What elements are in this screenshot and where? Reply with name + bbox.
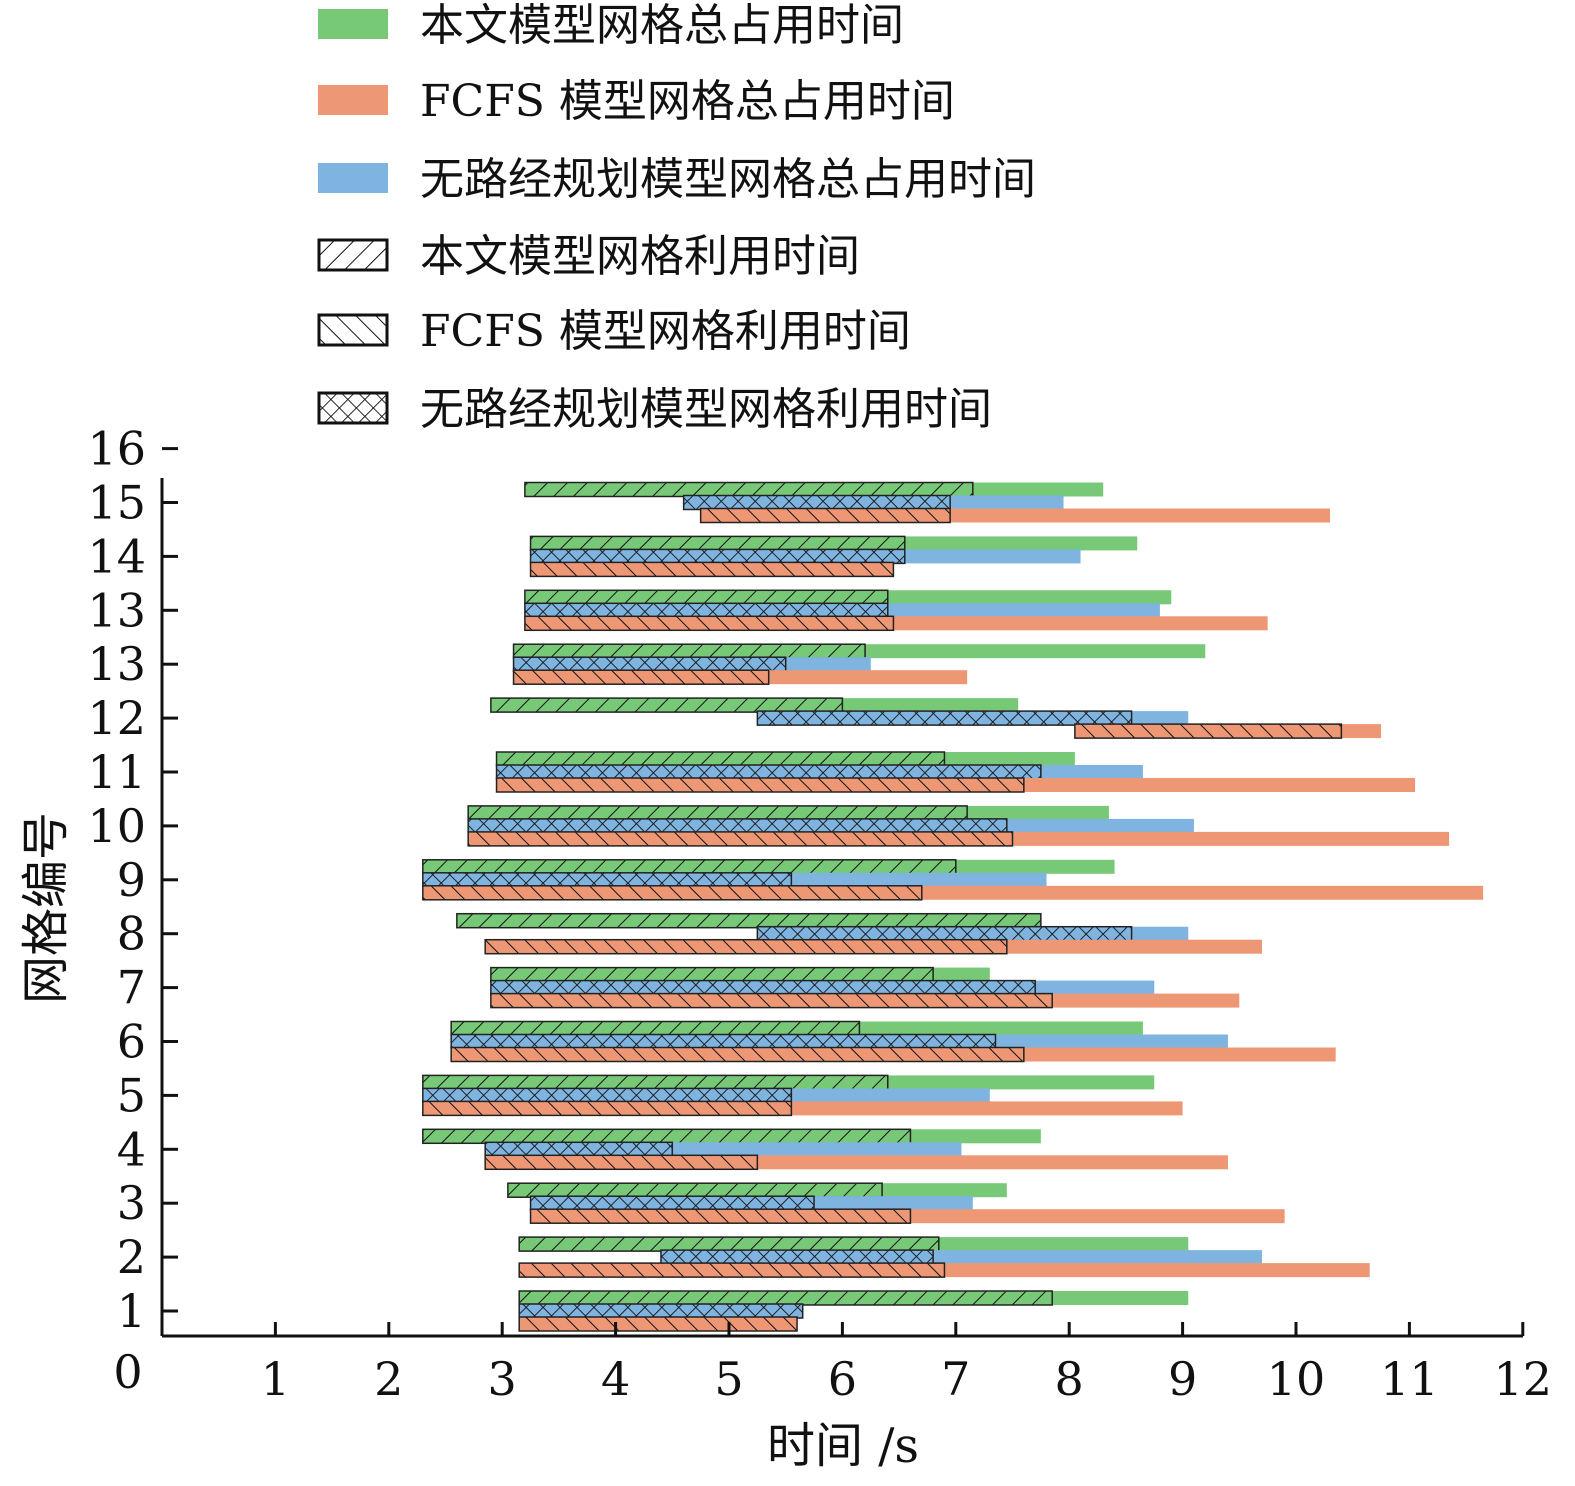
x-tick-label-2: 2: [374, 1352, 403, 1406]
x-axis-title: 时间 /s: [767, 1418, 919, 1474]
nopath-use-bar-5: [422, 1087, 793, 1104]
y-tick-label-12: 12: [87, 691, 146, 745]
x-tick-label-11: 11: [1380, 1352, 1439, 1406]
x-tick-label-6: 6: [828, 1352, 857, 1406]
legend-label-nopath_total: 无路经规划模型网格总占用时间: [420, 154, 1036, 205]
x-tick-label-7: 7: [941, 1352, 970, 1406]
fcfs-use-bar-14: [524, 615, 895, 632]
nopath-use-bar-11: [495, 764, 1042, 780]
legend-label-ours_total: 本文模型网格总占用时间: [420, 0, 904, 51]
y-tick-label-14: 13: [87, 583, 146, 637]
x-tick-label-10: 10: [1267, 1352, 1326, 1406]
x-tick-labels: 0 1 2 3 4 5 6 7 8 9 10 11 12: [113, 1322, 1552, 1406]
x-tick-label-0: 0: [113, 1345, 142, 1399]
ours-use-bar-4: [422, 1128, 912, 1145]
legend: 本文模型网格总占用时间 FCFS 模型网格总占用时间无路经规划模型网格总占用时间本…: [317, 0, 1036, 435]
fcfs-use-bar-5: [422, 1100, 793, 1117]
y-tick-label-17: 16: [87, 422, 146, 476]
legend-swatch-ours_use: [317, 238, 389, 272]
ours-use-bar-13: [512, 643, 866, 659]
ours-use-bar-11: [495, 751, 946, 767]
y-axis-title: 网格编号: [18, 812, 74, 1004]
x-tick-label-4: 4: [601, 1352, 630, 1406]
x-tick-label-1: 1: [261, 1352, 290, 1406]
x-tick-label-8: 8: [1055, 1352, 1084, 1406]
nopath-use-bar-16: [682, 494, 951, 511]
y-tick-label-1: 1: [117, 1284, 146, 1338]
ours-use-bar-2: [518, 1236, 940, 1252]
fcfs-use-bar-7: [490, 992, 1053, 1009]
fcfs-use-bar-15: [529, 561, 895, 578]
ours-use-bar-3: [507, 1182, 883, 1198]
nopath-use-bar-2: [660, 1249, 934, 1265]
fcfs-use-bar-4: [484, 1154, 759, 1171]
ours-use-bar-7: [490, 966, 934, 983]
y-tick-label-15: 14: [87, 529, 146, 583]
y-tick-label-11: 11: [87, 745, 146, 799]
nopath-use-bar-1: [518, 1303, 804, 1319]
fcfs-use-bar-11: [495, 777, 1025, 793]
legend-label-fcfs_total: FCFS 模型网格总占用时间: [420, 76, 955, 127]
y-tick-label-10: 10: [87, 799, 146, 853]
nopath-use-bar-6: [450, 1033, 997, 1050]
ours-use-bar-12: [490, 697, 844, 713]
y-tick-label-16: 15: [87, 476, 146, 530]
x-tick-label-3: 3: [488, 1352, 517, 1406]
y-tick-label-2: 2: [117, 1230, 146, 1284]
fcfs-use-bar-3: [529, 1208, 912, 1224]
fcfs-use-bar-10: [467, 831, 1014, 847]
y-tick-label-4: 4: [117, 1122, 146, 1176]
nopath-use-bar-8: [756, 925, 1133, 942]
nopath-use-bar-9: [422, 872, 793, 888]
y-tick-label-7: 7: [117, 961, 146, 1015]
y-tick-label-8: 8: [117, 907, 146, 961]
ours-use-bar-14: [524, 589, 889, 606]
fcfs-use-bar-13: [512, 669, 770, 685]
x-tick-label-12: 12: [1494, 1352, 1553, 1406]
y-tick-label-9: 9: [117, 853, 146, 907]
fcfs-use-bar-9: [422, 885, 923, 901]
x-tick-label-5: 5: [714, 1352, 743, 1406]
fcfs-use-bar-16: [699, 507, 951, 524]
fcfs-use-bar-6: [450, 1046, 1025, 1063]
ours-use-bar-9: [422, 859, 957, 875]
ours-use-bar-5: [422, 1074, 889, 1091]
ours-use-bar-16: [524, 481, 974, 498]
x-tick-label-9: 9: [1168, 1352, 1197, 1406]
legend-label-ours_use: 本文模型网格利用时间: [420, 231, 860, 282]
ours-use-bar-1: [518, 1290, 1053, 1306]
nopath-use-bar-3: [529, 1195, 815, 1211]
nopath-use-bar-14: [524, 602, 889, 619]
fcfs-use-bar-8: [484, 938, 1008, 955]
fcfs-use-bar-1: [518, 1316, 798, 1332]
nopath-use-bar-4: [484, 1141, 674, 1158]
nopath-use-bar-12: [756, 710, 1133, 726]
y-tick-label-6: 6: [117, 1015, 146, 1069]
legend-label-fcfs_use: FCFS 模型网格利用时间: [420, 306, 911, 357]
ours-use-bar-15: [529, 535, 906, 552]
legend-swatch-ours_total: [318, 9, 388, 39]
legend-swatch-nopath_total: [318, 163, 388, 193]
nopath-use-bar-13: [512, 656, 787, 672]
legend-label-nopath_use: 无路经规划模型网格利用时间: [420, 384, 992, 435]
y-tick-label-5: 5: [117, 1068, 146, 1122]
y-tick-label-3: 3: [117, 1176, 146, 1230]
fcfs-use-bar-2: [518, 1262, 946, 1278]
ours-use-bar-10: [467, 805, 968, 821]
nopath-use-bar-7: [490, 979, 1036, 996]
nopath-use-bar-15: [529, 548, 906, 565]
bar-area: [422, 481, 1484, 1332]
legend-swatch-nopath_use: [317, 391, 389, 425]
ours-use-bar-8: [456, 912, 1042, 929]
y-tick-label-13: 13: [87, 637, 146, 691]
nopath-use-bar-10: [467, 818, 1008, 834]
legend-swatch-fcfs_total: [318, 85, 388, 115]
legend-swatch-fcfs_use: [317, 313, 389, 347]
ours-use-bar-6: [450, 1020, 861, 1037]
fcfs-use-bar-12: [1074, 723, 1343, 739]
